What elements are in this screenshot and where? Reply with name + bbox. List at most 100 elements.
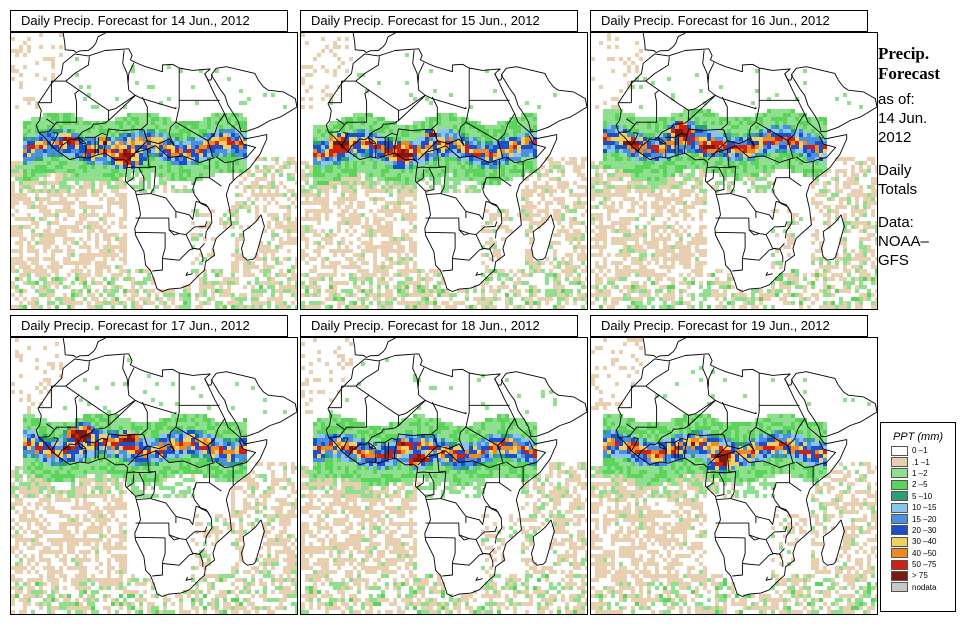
country-border bbox=[127, 166, 156, 169]
precip-cell bbox=[549, 241, 553, 245]
precip-cell bbox=[39, 145, 43, 149]
precip-cell bbox=[687, 129, 691, 133]
precip-cell bbox=[505, 169, 509, 173]
precip-cell bbox=[489, 149, 493, 153]
precip-cell bbox=[565, 181, 569, 185]
precip-cell bbox=[373, 233, 377, 237]
precip-cell bbox=[819, 145, 823, 149]
precip-cell bbox=[561, 165, 565, 169]
precip-cell bbox=[171, 145, 175, 149]
precip-cell bbox=[561, 229, 565, 233]
precip-cell bbox=[639, 137, 643, 141]
precip-cell bbox=[365, 293, 369, 297]
precip-cell bbox=[341, 249, 345, 253]
precip-cell bbox=[429, 293, 433, 297]
precip-cell bbox=[345, 145, 349, 149]
precip-cell bbox=[119, 177, 123, 181]
precip-cell bbox=[413, 153, 417, 157]
precip-cell bbox=[541, 189, 545, 193]
precip-cell bbox=[557, 289, 561, 293]
precip-cell bbox=[63, 277, 67, 281]
precip-cell bbox=[437, 129, 441, 133]
precip-cell bbox=[15, 197, 19, 201]
precip-cell bbox=[349, 129, 353, 133]
precip-cell bbox=[215, 165, 219, 169]
precip-cell bbox=[255, 185, 259, 189]
precip-cell bbox=[353, 145, 357, 149]
precip-cell bbox=[337, 57, 341, 61]
precip-cell bbox=[417, 293, 421, 297]
precip-cell bbox=[481, 261, 485, 265]
precip-cell bbox=[409, 169, 413, 173]
precip-cell bbox=[255, 213, 259, 217]
precip-cell bbox=[55, 129, 59, 133]
precip-cell bbox=[341, 165, 345, 169]
precip-cell bbox=[243, 285, 247, 289]
precip-field bbox=[591, 33, 877, 309]
precip-cell bbox=[425, 121, 429, 125]
precip-cell bbox=[191, 145, 195, 149]
precip-cell bbox=[199, 141, 203, 145]
precip-cell bbox=[223, 133, 227, 137]
precip-cell bbox=[791, 113, 795, 117]
precip-cell bbox=[43, 205, 47, 209]
precip-cell bbox=[71, 193, 75, 197]
precip-cell bbox=[799, 113, 803, 117]
precip-cell bbox=[369, 249, 373, 253]
precip-cell bbox=[239, 305, 243, 309]
precip-cell bbox=[623, 117, 627, 121]
precip-cell bbox=[325, 153, 329, 157]
precip-cell bbox=[19, 241, 23, 245]
precip-cell bbox=[385, 285, 389, 289]
precip-cell bbox=[735, 125, 739, 129]
precip-cell bbox=[171, 153, 175, 157]
precip-cell bbox=[19, 261, 23, 265]
precip-cell bbox=[421, 285, 425, 289]
precip-cell bbox=[195, 233, 199, 237]
precip-cell bbox=[127, 113, 131, 117]
precip-cell bbox=[291, 301, 295, 305]
precip-cell bbox=[51, 237, 55, 241]
precip-cell bbox=[509, 277, 513, 281]
precip-cell bbox=[15, 161, 19, 165]
precip-cell bbox=[325, 141, 329, 145]
precip-cell bbox=[267, 221, 271, 225]
precip-cell bbox=[301, 193, 305, 197]
precip-cell bbox=[807, 145, 811, 149]
precip-cell bbox=[703, 133, 707, 137]
precip-cell bbox=[561, 305, 565, 309]
precip-cell bbox=[27, 101, 31, 105]
precip-cell bbox=[75, 181, 79, 185]
precip-cell bbox=[385, 133, 389, 137]
precip-cell bbox=[541, 197, 545, 201]
precip-cell bbox=[191, 245, 195, 249]
precip-cell bbox=[291, 201, 295, 205]
precip-cell bbox=[51, 61, 55, 65]
precip-cell bbox=[79, 245, 83, 249]
precip-cell bbox=[747, 157, 751, 161]
precip-cell bbox=[329, 229, 333, 233]
precip-cell bbox=[219, 281, 223, 285]
precip-cell bbox=[509, 301, 513, 305]
precip-cell bbox=[599, 161, 603, 165]
precip-cell bbox=[119, 285, 123, 289]
precip-cell bbox=[191, 209, 195, 213]
precip-cell bbox=[533, 269, 537, 273]
precip-cell bbox=[569, 289, 573, 293]
precip-cell bbox=[271, 213, 275, 217]
precip-cell bbox=[159, 177, 163, 181]
precip-cell bbox=[727, 145, 731, 149]
precip-cell bbox=[47, 225, 51, 229]
precip-cell bbox=[107, 121, 111, 125]
precip-cell bbox=[51, 293, 55, 297]
precip-cell bbox=[361, 181, 365, 185]
precip-cell bbox=[557, 185, 561, 189]
precip-cell bbox=[553, 273, 557, 277]
precip-cell bbox=[191, 269, 195, 273]
precip-cell bbox=[409, 293, 413, 297]
precip-cell bbox=[341, 137, 345, 141]
precip-cell bbox=[263, 209, 267, 213]
precip-cell bbox=[611, 125, 615, 129]
precip-cell bbox=[27, 149, 31, 153]
precip-cell bbox=[767, 97, 771, 101]
